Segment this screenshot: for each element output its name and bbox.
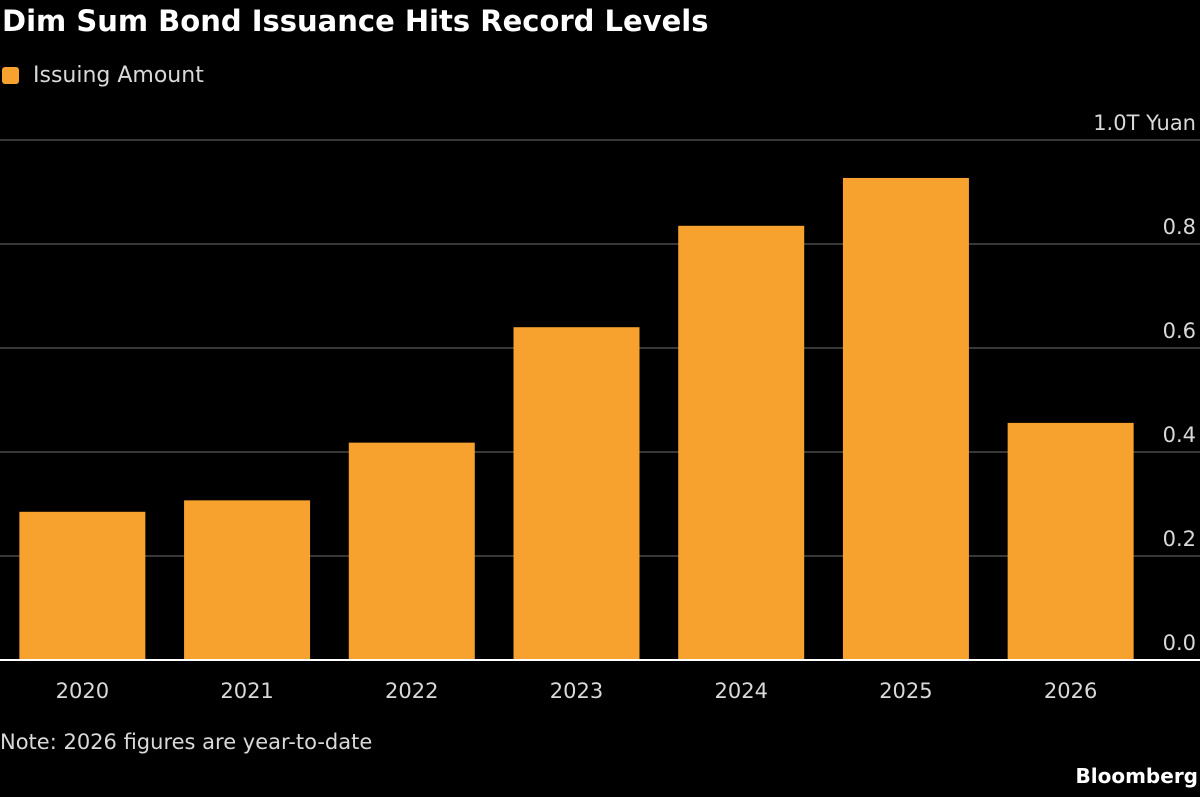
x-tick-label-2022: 2022 (385, 679, 438, 703)
y-tick-label-4: 0.8 (1163, 215, 1196, 239)
source-logo: Bloomberg (1075, 764, 1198, 788)
legend-label-issuing-amount: Issuing Amount (33, 62, 204, 88)
footnote: Note: 2026 figures are year-to-date (0, 730, 373, 754)
bar-2022 (348, 442, 475, 660)
bar-2025 (842, 177, 969, 660)
bar-2024 (678, 225, 805, 661)
bar-chart: 2020 2021 2022 2023 2024 2025 2026 0.00.20.40.… (0, 111, 1200, 703)
bars (19, 177, 1134, 661)
legend-swatch-issuing-amount (2, 66, 19, 84)
bar-2021 (184, 500, 311, 660)
y-tick-label-0: 0.0 (1163, 631, 1196, 655)
chart-title: Dim Sum Bond Issuance Hits Record Levels (2, 4, 709, 38)
x-tick-label-2026: 2026 (1044, 679, 1097, 703)
x-tick-labels: 2020 2021 2022 2023 2024 2025 2026 (56, 679, 1098, 703)
x-tick-label-2020: 2020 (56, 679, 109, 703)
bar-2023 (513, 327, 640, 660)
y-tick-label-2: 0.4 (1163, 423, 1196, 447)
x-tick-label-2023: 2023 (550, 679, 603, 703)
y-tick-labels: 0.0 0.2 0.4 0.6 0.8 1.0T Yuan (1093, 111, 1196, 655)
x-tick-label-2021: 2021 (220, 679, 273, 703)
x-tick-label-2024: 2024 (714, 679, 767, 703)
bar-2026 (1007, 422, 1134, 660)
y-tick-label-3: 0.6 (1163, 319, 1196, 343)
legend: Issuing Amount (2, 60, 204, 90)
y-tick-label-5: 1.0T Yuan (1093, 111, 1196, 135)
bar-2020 (19, 511, 146, 660)
y-tick-label-1: 0.2 (1163, 527, 1196, 551)
x-tick-label-2025: 2025 (879, 679, 932, 703)
